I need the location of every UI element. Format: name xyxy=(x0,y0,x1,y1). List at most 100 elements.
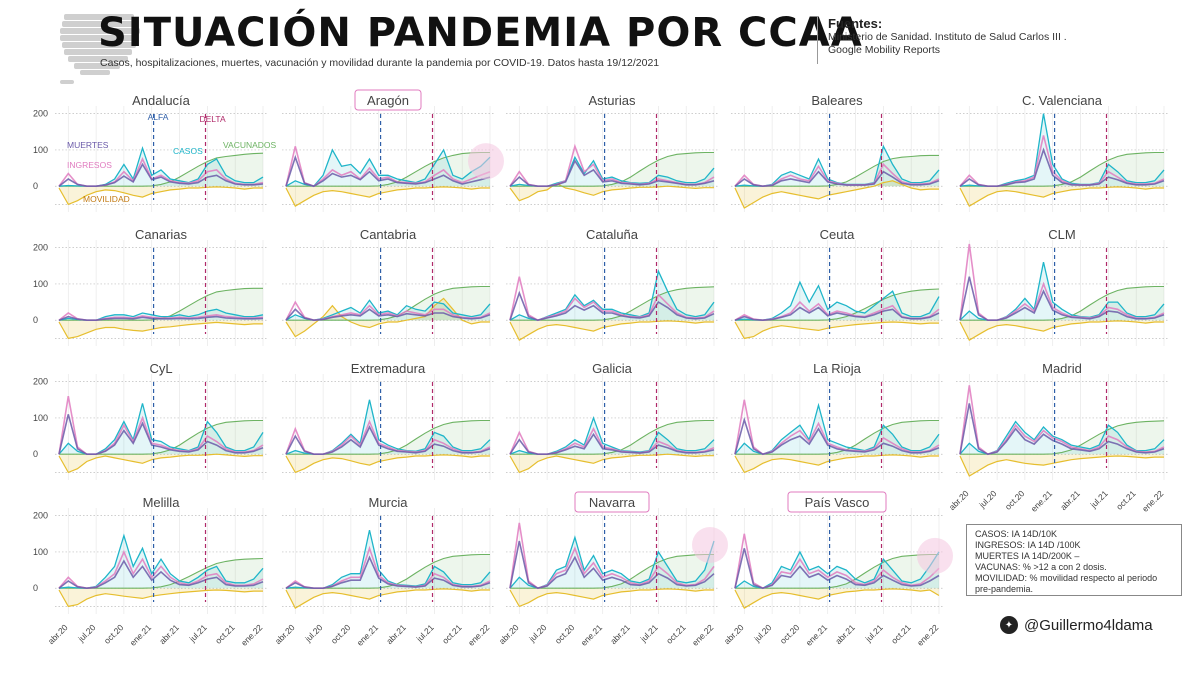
panel-background xyxy=(731,240,943,346)
vacunados-area xyxy=(510,554,714,589)
panel-background xyxy=(956,374,1168,480)
panel-catalu-a: Cataluña xyxy=(506,227,718,346)
vacunados-line xyxy=(286,151,490,187)
series-annotation: DELTA xyxy=(200,114,226,124)
muertes-line xyxy=(959,403,1165,456)
panel-background xyxy=(731,106,943,212)
twitter-credit[interactable]: ✦ @Guillermo4ldama xyxy=(1000,616,1153,634)
vacunados-area xyxy=(735,155,939,187)
x-tick-label: ene.22 xyxy=(466,622,492,648)
panel-cyl: 0 100 200 CyL xyxy=(33,361,267,480)
panel-title: Ceuta xyxy=(820,227,855,242)
x-tick-label: jul.21 xyxy=(187,622,209,644)
movilidad-line xyxy=(734,180,939,209)
movilidad-line xyxy=(58,589,263,608)
muertes-line xyxy=(58,315,264,321)
muertes-line xyxy=(58,414,264,455)
casos-line xyxy=(285,148,491,187)
x-tick-label: abr.21 xyxy=(1058,488,1082,512)
panel-c-valenciana: C. Valenciana xyxy=(956,93,1168,212)
movilidad-area xyxy=(286,454,490,473)
panel-title: C. Valenciana xyxy=(1022,93,1103,108)
vacunados-area xyxy=(735,554,939,589)
panel-clm: CLM xyxy=(956,227,1168,346)
panel-canarias: 0 100 200 Canarias xyxy=(33,227,267,346)
x-tick-label: oct.21 xyxy=(889,622,913,646)
movilidad-line xyxy=(734,588,940,610)
x-tick-label: abr.21 xyxy=(833,622,857,646)
panel-title: Murcia xyxy=(368,495,408,510)
movilidad-line xyxy=(58,453,263,474)
series-annotation: ALFA xyxy=(148,112,169,122)
twitter-icon: ✦ xyxy=(1000,616,1018,634)
y-tick-label: 100 xyxy=(33,547,48,557)
panel-title: País Vasco xyxy=(805,495,870,510)
x-tick-label: abr.20 xyxy=(46,622,70,646)
panel-title: Baleares xyxy=(811,93,863,108)
movilidad-line xyxy=(509,453,714,474)
muertes-line xyxy=(734,548,940,590)
x-tick-label: oct.20 xyxy=(329,622,353,646)
panel-title: Andalucía xyxy=(132,93,191,108)
x-tick-label: oct.20 xyxy=(102,622,126,646)
x-tick-label: ene.21 xyxy=(355,622,381,648)
x-tick-label: jul.20 xyxy=(526,622,548,644)
muertes-line xyxy=(959,147,1165,187)
movilidad-area xyxy=(735,588,939,609)
series-annotation: INGRESOS xyxy=(67,160,112,170)
page-title: SITUACIÓN PANDEMIA POR CCAA xyxy=(98,10,863,56)
movilidad-line xyxy=(58,186,263,206)
x-tick-label: ene.21 xyxy=(804,622,830,648)
panel-title: Aragón xyxy=(367,93,409,108)
movilidad-area xyxy=(286,588,490,609)
panel-andaluc-a: 0 100 200 Andalucía ALFA DELTA MUERTES INGRESOS… xyxy=(33,93,277,212)
casos-area xyxy=(59,403,263,455)
x-tick-label: jul.20 xyxy=(976,488,998,510)
panel-title-box xyxy=(354,89,422,111)
y-tick-label: 0 xyxy=(33,181,38,191)
x-tick-label: ene.22 xyxy=(239,622,265,648)
panel-ceuta: Ceuta xyxy=(731,227,943,346)
casos-area xyxy=(735,551,939,589)
x-tick-label: ene.21 xyxy=(1029,488,1055,514)
casos-area xyxy=(960,262,1164,321)
movilidad-line xyxy=(509,320,714,342)
movilidad-line xyxy=(734,321,939,340)
x-tick-label: ene.22 xyxy=(915,622,941,648)
panel-baleares: Baleares xyxy=(731,93,943,212)
casos-line xyxy=(734,550,940,589)
muertes-line xyxy=(58,559,264,590)
movilidad-line xyxy=(285,588,490,610)
legend-line: MOVILIDAD: % movilidad respecto al perio… xyxy=(975,573,1158,583)
x-tick-label: jul.21 xyxy=(638,622,660,644)
twitter-handle[interactable]: @Guillermo4ldama xyxy=(1024,616,1153,634)
muertes-line xyxy=(734,306,940,322)
muertes-line xyxy=(509,290,715,322)
movilidad-area xyxy=(735,180,939,208)
muertes-line xyxy=(509,540,715,590)
casos-area xyxy=(510,157,714,187)
panel-arag-n: Aragón xyxy=(282,89,504,212)
movilidad-area xyxy=(960,186,1164,207)
movilidad-line xyxy=(959,320,1164,342)
y-tick-label: 200 xyxy=(33,243,48,253)
ingresos-line xyxy=(285,146,491,188)
movilidad-line xyxy=(285,186,490,208)
muertes-line xyxy=(285,308,491,322)
panel-galicia: Galicia xyxy=(506,361,718,480)
movilidad-area xyxy=(510,183,714,201)
x-tick-label: abr.20 xyxy=(947,488,971,512)
panel-background xyxy=(282,240,494,346)
muertes-line xyxy=(58,162,264,187)
panel-background xyxy=(506,106,718,212)
x-tick-label: abr.21 xyxy=(157,622,181,646)
x-tick-label: jul.20 xyxy=(302,622,324,644)
panel-navarra: Navarra abr.20 jul.20 oct.20 ene.21 abr.21 jul… xyxy=(497,491,728,648)
legend-line: INGRESOS: IA 14D /100K xyxy=(975,540,1081,550)
series-annotation: MUERTES xyxy=(67,140,109,150)
legend-box: CASOS: IA 14D/10K INGRESOS: IA 14D /100K… xyxy=(966,524,1182,596)
legend-line: CASOS: IA 14D/10K xyxy=(975,529,1058,539)
panel-title: Extremadura xyxy=(351,361,426,376)
x-tick-label: jul.20 xyxy=(751,622,773,644)
